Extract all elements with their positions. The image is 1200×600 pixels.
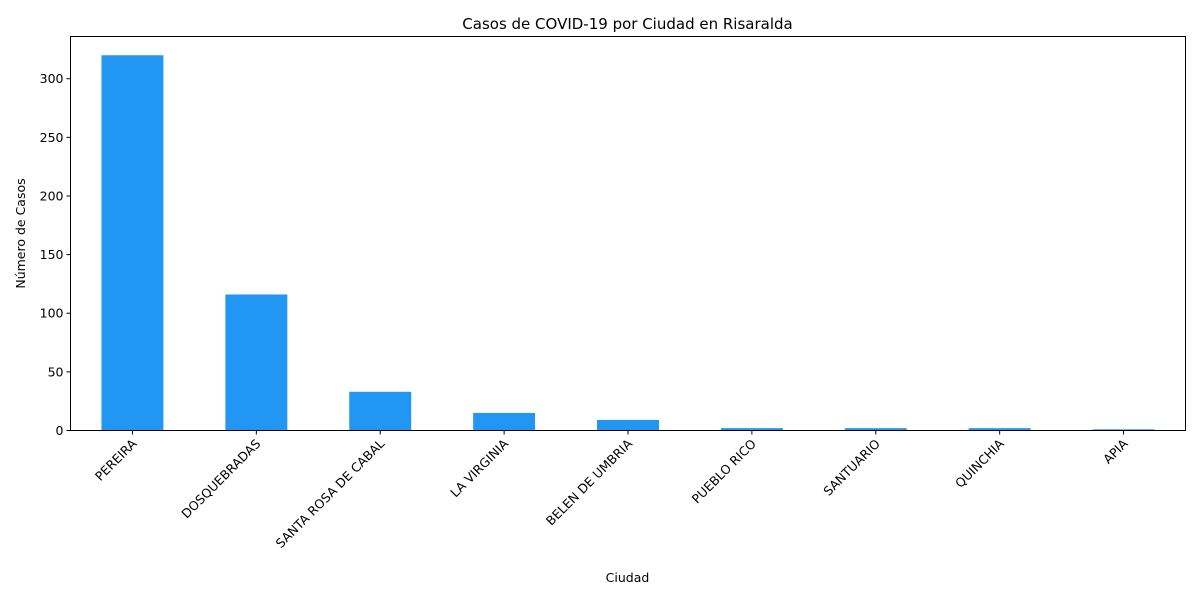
bar-apia bbox=[1092, 429, 1155, 431]
y-tick-label: 50 bbox=[48, 364, 64, 379]
bar-la-virginia bbox=[473, 412, 536, 431]
x-axis-ticks: PEREIRA DOSQUEBRADAS SANTA ROSA DE CABAL LA… bbox=[92, 430, 1131, 551]
bar-santa-rosa-de-cabal bbox=[349, 391, 412, 431]
x-tick-label: APIA bbox=[1100, 436, 1131, 467]
x-tick-label: DOSQUEBRADAS bbox=[178, 436, 263, 521]
y-tick-label: 100 bbox=[40, 306, 64, 321]
x-tick-label: QUINCHIA bbox=[952, 436, 1007, 491]
y-axis-ticks: 0 50 100 150 200 250 300 bbox=[40, 71, 71, 438]
x-tick-label: PEREIRA bbox=[92, 436, 140, 484]
x-tick-label: LA VIRGINIA bbox=[447, 436, 511, 500]
bar-dosquebradas bbox=[225, 294, 288, 431]
y-tick-label: 250 bbox=[40, 130, 64, 145]
y-axis-title: Número de Casos bbox=[13, 178, 28, 288]
y-tick-label: 150 bbox=[40, 247, 64, 262]
y-tick-label: 0 bbox=[56, 423, 64, 438]
y-tick-label: 200 bbox=[40, 188, 64, 203]
bar-belen-de-umbria bbox=[597, 419, 659, 431]
plot-frame bbox=[70, 36, 1186, 431]
y-tick-label: 300 bbox=[40, 71, 64, 86]
bar-pueblo-rico bbox=[720, 428, 783, 431]
bars-group bbox=[101, 55, 1155, 431]
x-tick-label: SANTA ROSA DE CABAL bbox=[273, 436, 388, 551]
x-axis-title: Ciudad bbox=[606, 570, 650, 585]
chart-title: Casos de COVID-19 por Ciudad en Risarald… bbox=[462, 15, 792, 33]
x-tick-label: PUEBLO RICO bbox=[689, 436, 759, 506]
bar-quinchia bbox=[968, 428, 1031, 431]
x-tick-label: BELEN DE UMBRIA bbox=[543, 436, 636, 529]
bar-santuario bbox=[844, 428, 907, 431]
bar-pereira bbox=[101, 55, 164, 431]
x-tick-label: SANTUARIO bbox=[820, 436, 883, 499]
